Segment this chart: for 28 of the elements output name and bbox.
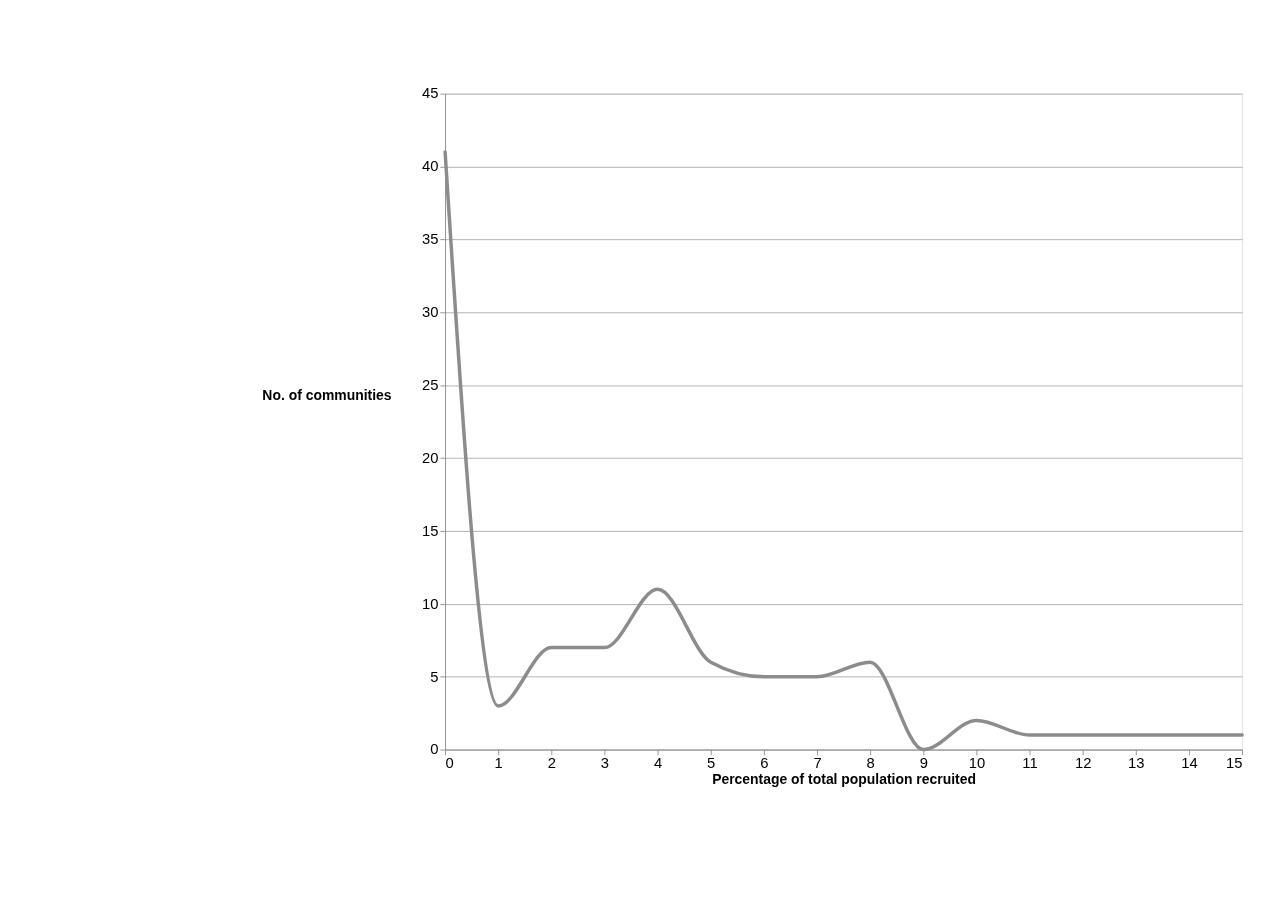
x-tick-label: 9 bbox=[919, 755, 928, 772]
y-tick-label: 15 bbox=[422, 522, 439, 539]
x-tick-label: 2 bbox=[547, 755, 556, 772]
y-tick-label: 20 bbox=[422, 449, 439, 466]
x-tick-label: 0 bbox=[445, 755, 454, 772]
y-tick-label: 0 bbox=[430, 741, 439, 758]
y-tick-label: 40 bbox=[422, 158, 439, 175]
x-tick-label: 13 bbox=[1128, 755, 1145, 772]
x-tick-label: 14 bbox=[1181, 755, 1198, 772]
y-tick-label: 30 bbox=[422, 304, 439, 321]
x-tick-label: 8 bbox=[866, 755, 875, 772]
x-tick-label: 7 bbox=[813, 755, 822, 772]
x-tick-label: 15 bbox=[1226, 755, 1243, 772]
y-tick-label: 35 bbox=[422, 231, 439, 248]
x-tick-label: 10 bbox=[968, 755, 986, 772]
x-tick-label: 11 bbox=[1022, 755, 1038, 772]
y-tick-label: 10 bbox=[422, 595, 439, 612]
x-tick-label: 4 bbox=[653, 755, 663, 772]
x-tick-label: 12 bbox=[1074, 755, 1092, 772]
y-tick-label: 45 bbox=[422, 85, 439, 102]
x-axis-title: Percentage of total population recruited bbox=[712, 771, 976, 788]
x-tick-label: 3 bbox=[600, 755, 610, 772]
y-axis-title: No. of communities bbox=[262, 387, 392, 404]
y-tick-label: 25 bbox=[422, 377, 439, 394]
x-tick-label: 6 bbox=[760, 755, 769, 772]
y-tick-label: 5 bbox=[430, 668, 439, 685]
x-tick-label: 1 bbox=[494, 755, 503, 772]
x-tick-label: 5 bbox=[707, 755, 716, 772]
